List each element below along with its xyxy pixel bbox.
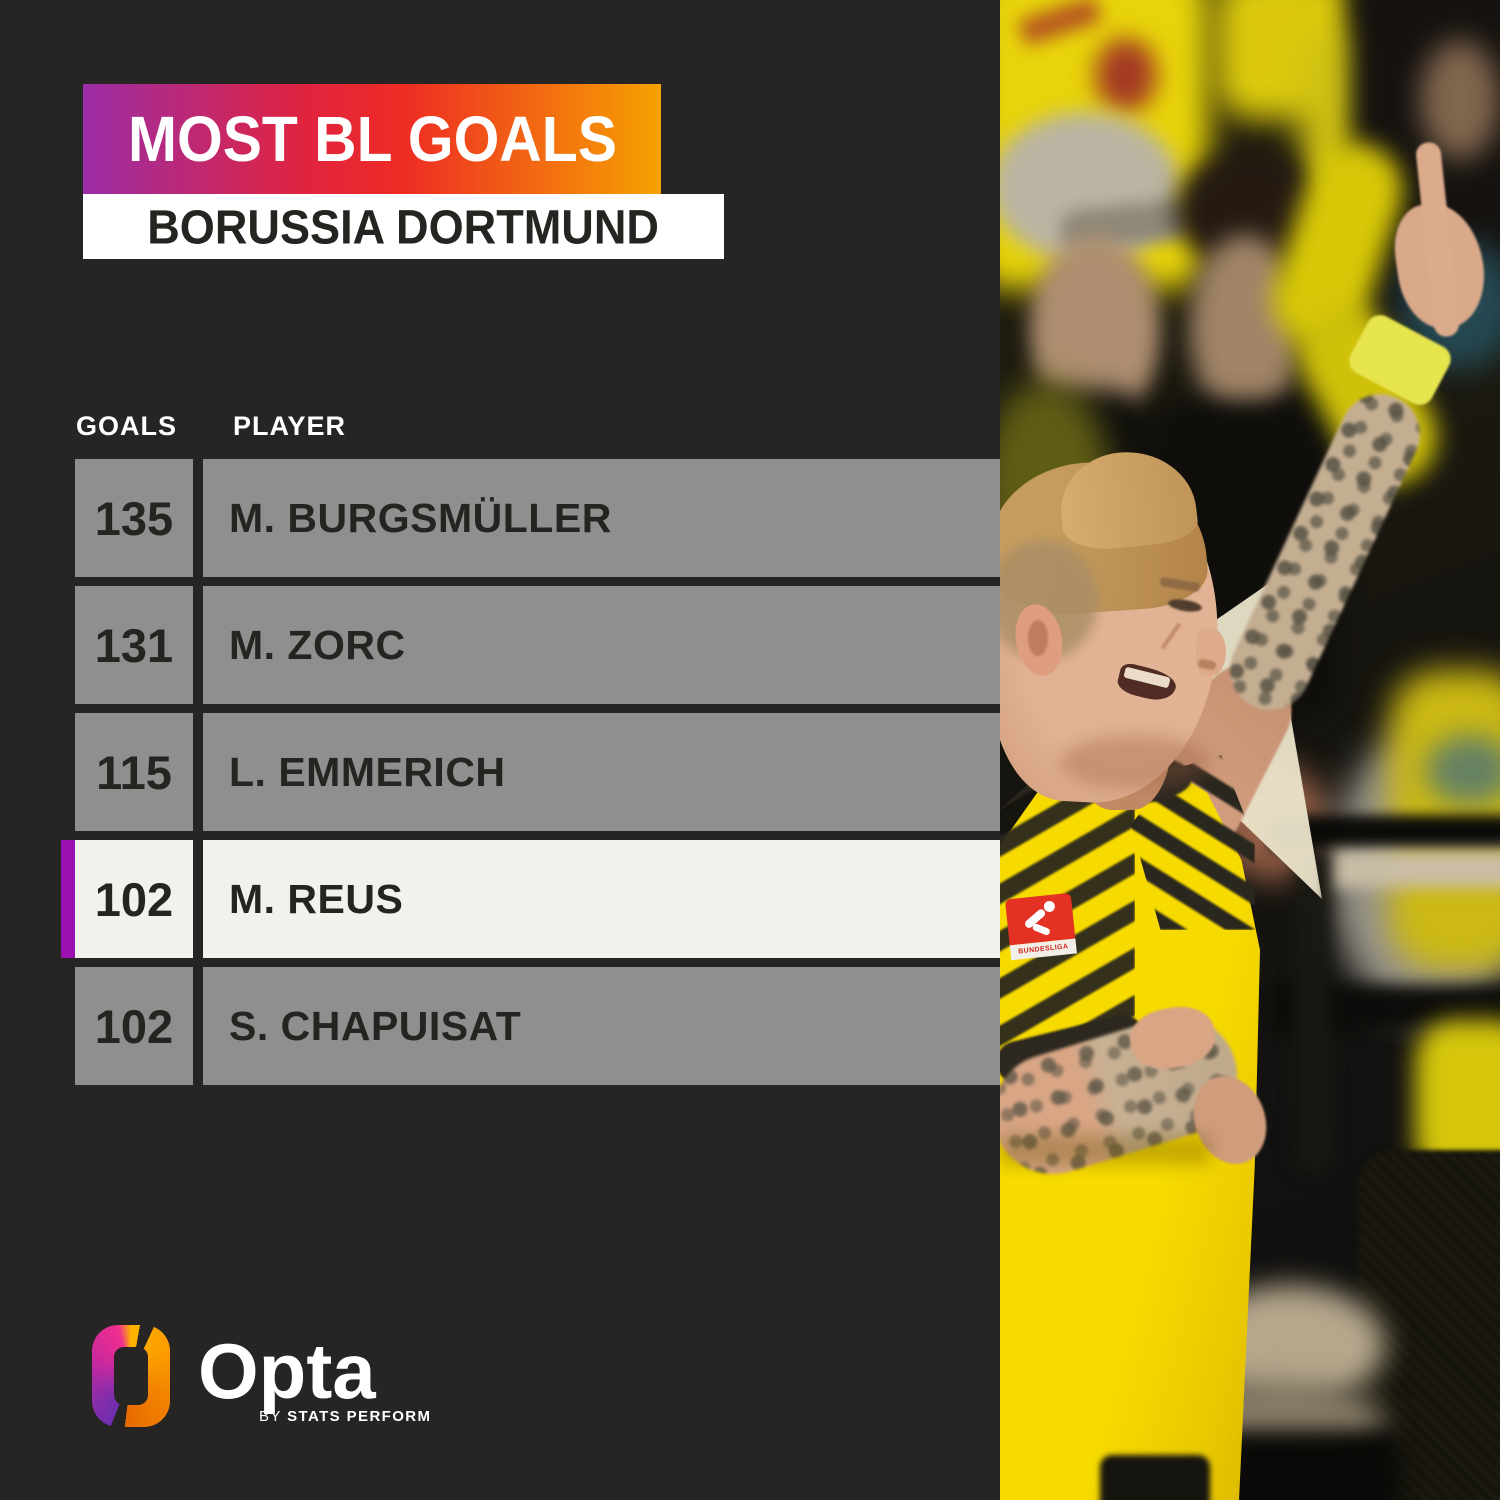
highlight-accent [61, 840, 75, 958]
column-header-goals: GOALS [76, 411, 178, 441]
player-cell: M. REUS [203, 840, 1000, 958]
goals-cell: 102 [75, 840, 193, 958]
table-row: 131 M. ZORC [61, 586, 1000, 704]
opta-logo-hole [114, 1347, 148, 1405]
stats-table: 135 M. BURGSMÜLLER 131 M. ZORC 115 L. EM… [61, 459, 1000, 1094]
photo-bg-railing-beige [1330, 850, 1500, 888]
photo-bg-teal-patch [1425, 735, 1500, 805]
photo-bg-pole [1296, 850, 1330, 1170]
player-ear-inner [1028, 620, 1048, 656]
player-cell: M. ZORC [203, 586, 1000, 704]
table-row: 115 L. EMMERICH [61, 713, 1000, 831]
player-cell: L. EMMERICH [203, 713, 1000, 831]
photo-bg-fan-face [1420, 40, 1500, 160]
player-shorts [1100, 1455, 1210, 1500]
column-header-player: PLAYER [233, 411, 347, 441]
goals-cell: 115 [75, 713, 193, 831]
page-title: MOST BL GOALS [127, 103, 617, 175]
player-cell: M. BURGSMÜLLER [203, 459, 1000, 577]
player-cell: S. CHAPUISAT [203, 967, 1000, 1085]
player-jaw-shadow [1060, 735, 1210, 790]
goals-cell: 135 [75, 459, 193, 577]
goals-cell: 131 [75, 586, 193, 704]
page-subtitle: BORUSSIA DORTMUND [147, 199, 660, 254]
brand-byline-by: BY [259, 1408, 282, 1425]
brand-name: Opta [198, 1327, 376, 1415]
table-row: 102 M. REUS [61, 840, 1000, 958]
subtitle-banner: BORUSSIA DORTMUND [83, 194, 724, 259]
opta-logo-icon [92, 1325, 170, 1427]
arm-shadow [1000, 1135, 1210, 1165]
bundesliga-patch: BUNDESLIGA [1004, 892, 1077, 962]
brand-byline: BY STATS PERFORM [259, 1408, 431, 1425]
goals-cell: 102 [75, 967, 193, 1085]
title-banner: MOST BL GOALS [83, 84, 661, 194]
table-row: 135 M. BURGSMÜLLER [61, 459, 1000, 577]
photo-bg-banner-mark [1095, 38, 1157, 112]
brand-byline-rest: STATS PERFORM [287, 1408, 432, 1425]
table-row: 102 S. CHAPUISAT [61, 967, 1000, 1085]
player-photo: BUNDESLIGA [1000, 0, 1500, 1500]
